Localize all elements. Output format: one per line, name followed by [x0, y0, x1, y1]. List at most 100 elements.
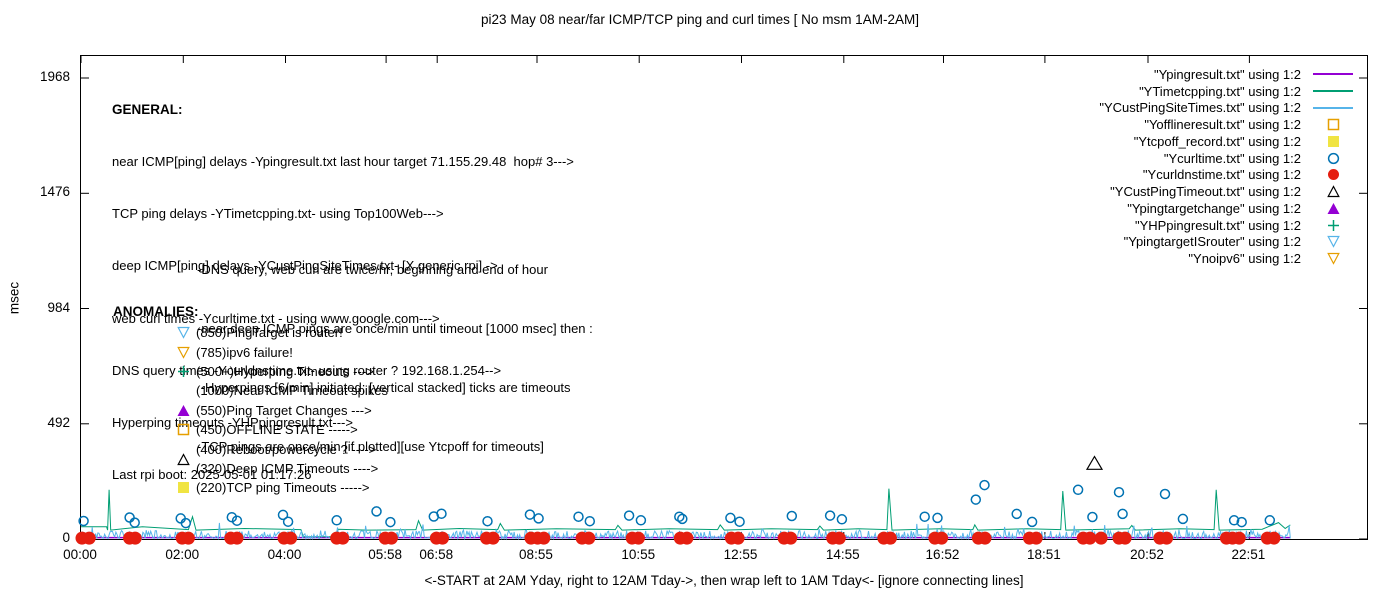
dns-time-point: [181, 531, 195, 545]
curl-time-point: [1026, 516, 1038, 528]
legend-key-circle-filled-icon: [1311, 168, 1355, 181]
dns-time-point: [128, 531, 142, 545]
curl-time-point: [677, 513, 688, 525]
legend-entry: "YTimetcpping.txt" using 1:2: [1099, 83, 1355, 100]
dns-time-point: [883, 531, 897, 545]
dns-time-point: [230, 531, 244, 545]
anomaly-label: (220)TCP ping Timeouts ----->: [196, 480, 370, 496]
chart-canvas: [75, 56, 1367, 545]
curl-time-point: [725, 512, 736, 524]
curl-time-point: [277, 509, 289, 521]
anomaly-item: (850)PingTarget is router!: [170, 323, 388, 342]
dns-time-point: [935, 531, 949, 545]
dns-time-point: [1083, 531, 1097, 545]
x-tick-label: 12:55: [723, 547, 758, 562]
dns-time-point: [731, 531, 745, 545]
general-line: near ICMP[ping] delays -Ypingresult.txt …: [112, 154, 574, 170]
timeout-point: [1085, 455, 1104, 470]
dns-time-point: [1232, 531, 1246, 545]
legend-label: "Ypingresult.txt" using 1:2: [1153, 66, 1301, 82]
general-line: web curl times -Ycurltime.txt - using ww…: [112, 310, 440, 326]
legend-key-circle-open-icon: [1311, 152, 1355, 165]
legend-key-triangle-up-filled-icon: [1311, 202, 1355, 215]
dns-time-point: [336, 531, 350, 545]
measurement-notes-block: -DNS query, web curl are twice/hr, begin…: [197, 221, 593, 495]
dns-time-point: [537, 531, 551, 545]
y-tick-label: 984: [47, 299, 70, 315]
legend-label: "Ynoipv6" using 1:2: [1188, 251, 1301, 267]
curl-time-point: [371, 506, 382, 517]
dns-time-point: [284, 531, 298, 545]
y-tick-label: 1968: [39, 69, 70, 85]
curl-time-point: [436, 508, 447, 519]
curl-time-point: [231, 515, 243, 526]
curl-time-point: [836, 514, 848, 525]
legend-key-line: [1311, 106, 1355, 109]
anomaly-label: (450)OFFLINE STATE ----->: [196, 422, 358, 438]
x-axis-label: <-START at 2AM Yday, right to 12AM Tday-…: [424, 573, 1024, 588]
legend-key-triangle-down-open-icon: [1311, 252, 1355, 265]
anomaly-label: (400)Reboot/powercycle ? ---->: [196, 441, 377, 457]
x-tick-label: 22:51: [1231, 547, 1266, 562]
legend-key-square-filled-icon: [1311, 135, 1355, 148]
dns-time-point: [436, 531, 449, 545]
general-line: TCP ping delays -YTimetcpping.txt- using…: [112, 206, 444, 222]
page-title: pi23 May 08 near/far ICMP/TCP ping and c…: [481, 12, 919, 27]
legend-entry: "YCustPingSiteTimes.txt" using 1:2: [1099, 100, 1355, 117]
plot-legend: "Ypingresult.txt" using 1:2 "YTimetcpping…: [1099, 66, 1355, 267]
dns-time-point: [1160, 531, 1174, 545]
dns-time-point: [486, 531, 500, 545]
legend-key-triangle-up-open-icon: [1311, 185, 1355, 198]
curl-time-point: [482, 515, 493, 527]
anomaly-label: (320)Deep ICMP Timeouts ---->: [196, 460, 379, 476]
curl-time-point: [1011, 508, 1022, 520]
x-tick-label: 06:58: [419, 547, 454, 562]
curl-time-point: [226, 511, 238, 523]
legend-entry: "Ypingtargetchange" using 1:2: [1099, 200, 1355, 217]
general-line: Last rpi boot: 2025-05-01 01:17:26: [112, 467, 312, 483]
legend-label: "YpingtargetISrouter" using 1:2: [1123, 234, 1301, 250]
curl-time-point: [932, 512, 943, 524]
curl-time-point: [623, 510, 635, 521]
triangle-up-filled-icon: [170, 404, 196, 417]
legend-entry: "Ytcpoff_record.txt" using 1:2: [1099, 133, 1355, 150]
curl-time-point: [970, 494, 982, 505]
square-open-icon: [170, 423, 196, 436]
anomaly-label: (850)PingTarget is router!: [196, 325, 343, 341]
legend-key-triangle-down-open-icon: [1311, 235, 1355, 249]
y-tick-label: 0: [62, 530, 70, 545]
dns-time-point: [82, 531, 96, 545]
anomalies-list: (850)PingTarget is router! (785)ipv6 fail…: [170, 323, 388, 498]
curl-time-point: [1264, 515, 1276, 526]
dns-time-point: [582, 531, 596, 545]
legend-label: "Ycurltime.txt" using 1:2: [1163, 150, 1301, 166]
anomaly-item: (450)OFFLINE STATE ----->: [170, 420, 388, 439]
anomaly-item: (1000)Near ICMP Timeout spikes: [170, 381, 388, 400]
anomalies-heading: ANOMALIES:: [113, 304, 199, 319]
curl-time-point: [1087, 511, 1098, 523]
legend-label: "YTimetcpping.txt" using 1:2: [1139, 83, 1301, 99]
anomaly-item: (500+)Hyperping Timeouts --->: [170, 362, 388, 381]
legend-label: "Ytcpoff_record.txt" using 1:2: [1133, 133, 1301, 149]
curl-time-point: [824, 510, 836, 521]
legend-key-square-open-icon: [1311, 118, 1355, 131]
plus-icon: [170, 365, 196, 378]
x-tick-label: 18:51: [1026, 547, 1061, 562]
curl-time-point: [282, 516, 294, 527]
anomaly-label: (500+)Hyperping Timeouts --->: [196, 363, 374, 379]
x-tick-label: 20:52: [1130, 547, 1164, 562]
legend-entry: "Ypingresult.txt" using 1:2: [1099, 66, 1355, 83]
legend-label: "YHPpingresult.txt" using 1:2: [1134, 217, 1301, 233]
x-tick-label: 00:00: [63, 547, 97, 562]
curl-time-point: [331, 515, 342, 526]
general-heading: GENERAL:: [112, 101, 183, 117]
note-line: -TCP pings are once/min [if plotted][use…: [197, 438, 544, 454]
curl-time-point: [180, 517, 192, 529]
note-line: -DNS query, web curl are twice/hr, begin…: [197, 262, 548, 278]
curl-time-point: [1117, 508, 1128, 520]
legend-label: "Ypingtargetchange" using 1:2: [1127, 200, 1301, 216]
legend-entry: "Ycurltime.txt" using 1:2: [1099, 150, 1355, 167]
legend-entry: "Ynoipv6" using 1:2: [1099, 250, 1355, 267]
dns-time-point: [680, 531, 694, 545]
